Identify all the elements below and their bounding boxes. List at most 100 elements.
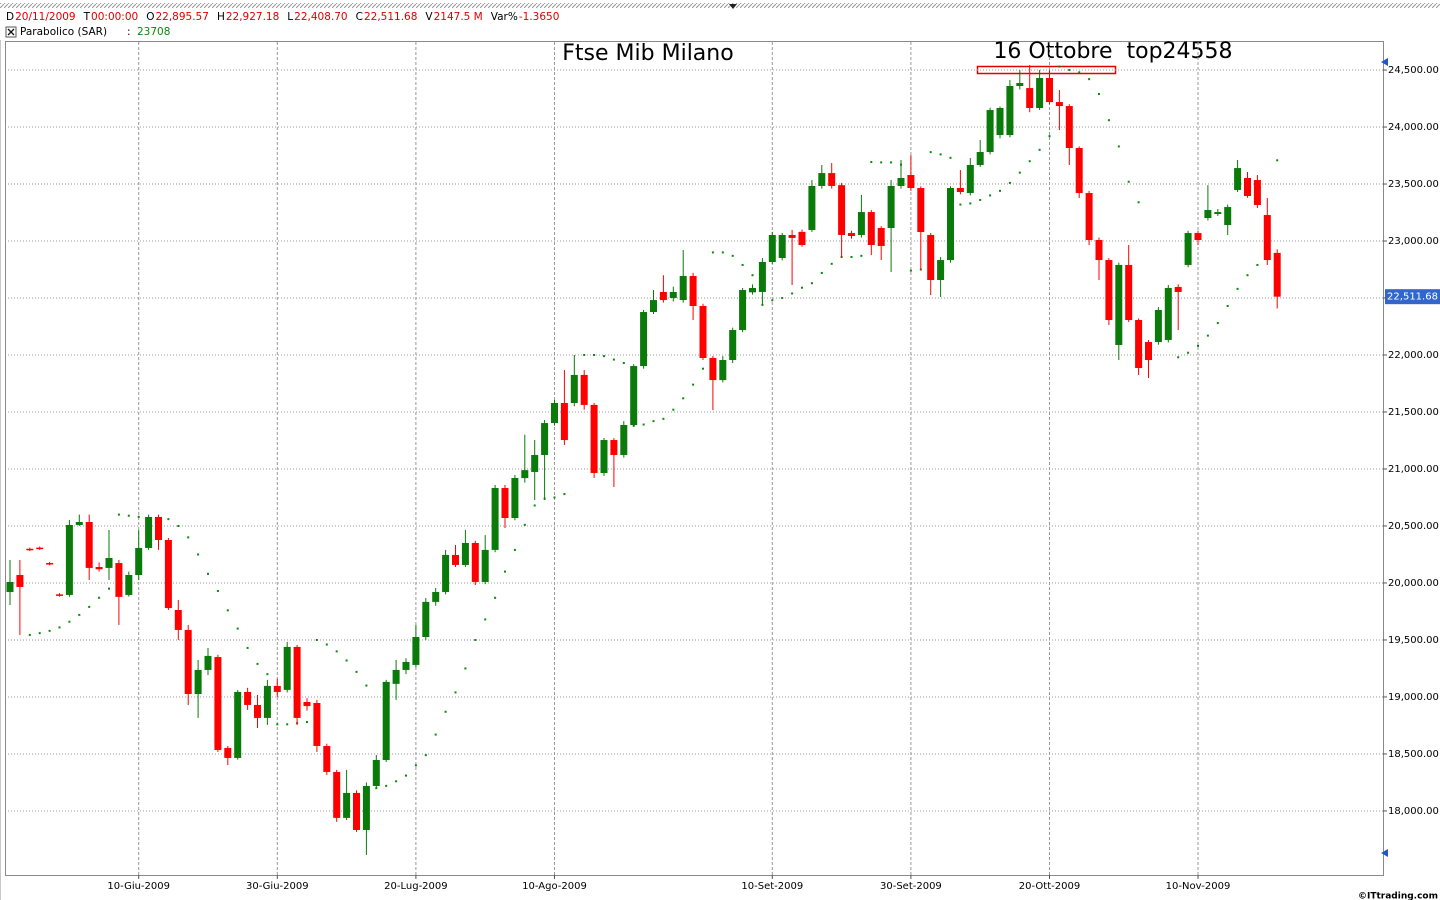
candle-body xyxy=(244,691,252,705)
candle-body xyxy=(254,704,261,718)
header-value: 22,408.70 xyxy=(294,11,347,23)
sar-dot xyxy=(563,493,566,496)
sar-dot xyxy=(721,251,724,254)
sar-dot xyxy=(652,420,655,423)
sar-dot xyxy=(702,367,704,370)
scroll-arrow-bottom[interactable] xyxy=(1381,849,1388,857)
header-value: 2147.5 M xyxy=(434,11,483,23)
candle-body xyxy=(630,366,638,425)
candle-body xyxy=(679,276,687,301)
sar-dot xyxy=(167,518,170,521)
sar-dot xyxy=(1028,160,1031,163)
sar-dot xyxy=(1216,322,1219,325)
candle-body xyxy=(6,581,14,592)
sar-dot xyxy=(880,161,883,164)
sar-dot xyxy=(444,710,447,713)
candle-body xyxy=(234,691,242,758)
header-label: H xyxy=(217,11,225,23)
candle-body xyxy=(838,185,846,235)
candle-body xyxy=(857,212,865,235)
candle-body xyxy=(323,745,331,772)
sar-dot xyxy=(58,626,61,629)
sar-dot xyxy=(484,618,487,621)
candle-body xyxy=(521,470,529,479)
sar-dot xyxy=(533,504,536,507)
candle-body xyxy=(16,574,24,587)
candle-body xyxy=(1273,252,1281,297)
candle-body xyxy=(867,212,875,246)
candle-body xyxy=(36,547,44,550)
candle-body xyxy=(392,669,400,684)
candle-body xyxy=(135,547,143,575)
sar-dot xyxy=(494,596,497,599)
x-tick-label: 10-Giu-2009 xyxy=(107,881,170,892)
candle-body xyxy=(155,516,162,540)
sar-dot xyxy=(385,784,388,787)
candle-body xyxy=(580,374,588,405)
candle-body xyxy=(1224,207,1232,226)
candle-body xyxy=(481,549,489,582)
candle-body xyxy=(1125,264,1133,321)
candle-body xyxy=(709,357,717,381)
sar-dot xyxy=(1226,304,1229,307)
candle-body xyxy=(1253,180,1261,205)
candle-body xyxy=(947,188,954,261)
sar-dot xyxy=(1038,148,1041,151)
candle-body xyxy=(125,574,133,595)
sar-dot xyxy=(1068,69,1071,72)
candle-body xyxy=(1075,148,1083,194)
sar-dot xyxy=(197,553,200,556)
scroll-arrow-top[interactable] xyxy=(1381,58,1388,66)
y-tick-label: 20,500.00 xyxy=(1388,521,1439,532)
candle-body xyxy=(1105,260,1113,321)
checkbox-cross xyxy=(7,28,15,36)
sar-dot xyxy=(1177,356,1180,359)
sar-dot xyxy=(1206,334,1209,337)
sar-dot xyxy=(1058,65,1061,68)
y-tick-label: 23,500.00 xyxy=(1388,179,1439,190)
sar-dot xyxy=(335,650,338,653)
sar-dot xyxy=(78,613,81,616)
candle-body xyxy=(897,177,905,186)
sar-dot xyxy=(434,733,437,736)
y-tick-label: 18,500.00 xyxy=(1388,749,1439,760)
sar-dot xyxy=(820,271,823,274)
sar-dot xyxy=(711,251,714,254)
candle-body xyxy=(739,290,747,331)
candle-body xyxy=(313,702,321,746)
sar-dot xyxy=(890,161,893,164)
sar-dot xyxy=(395,780,398,783)
sar-dot xyxy=(98,596,101,599)
header-label: T xyxy=(83,11,91,23)
candle-body xyxy=(65,524,73,595)
y-tick-label: 21,500.00 xyxy=(1388,407,1439,418)
sar-dot xyxy=(117,513,120,516)
sar-dot xyxy=(474,638,477,641)
candle-body xyxy=(699,305,707,358)
x-tick-label: 20-Ott-2009 xyxy=(1019,881,1080,892)
candle-body xyxy=(283,646,291,690)
candle-body xyxy=(194,669,202,694)
candle-body xyxy=(1055,102,1063,107)
candle-body xyxy=(570,374,578,403)
candle-body xyxy=(491,488,499,550)
x-tick-label: 10-Nov-2009 xyxy=(1166,881,1231,892)
sar-dot xyxy=(969,202,972,205)
sar-dot xyxy=(108,587,110,590)
candle-body xyxy=(1244,177,1251,196)
candle-body xyxy=(224,747,232,758)
candle-body xyxy=(115,563,123,597)
candle-body xyxy=(818,173,826,186)
candle-body xyxy=(461,542,469,565)
sar-dot xyxy=(830,262,833,265)
sar-dot xyxy=(38,632,41,635)
top-bar xyxy=(0,3,1440,8)
candle-body xyxy=(1263,215,1271,261)
sar-dot xyxy=(266,673,269,676)
candle-body xyxy=(1095,239,1103,261)
candle-body xyxy=(75,521,83,525)
candle-body xyxy=(1184,233,1192,265)
candle-body xyxy=(56,594,63,596)
sar-dot xyxy=(692,383,695,386)
